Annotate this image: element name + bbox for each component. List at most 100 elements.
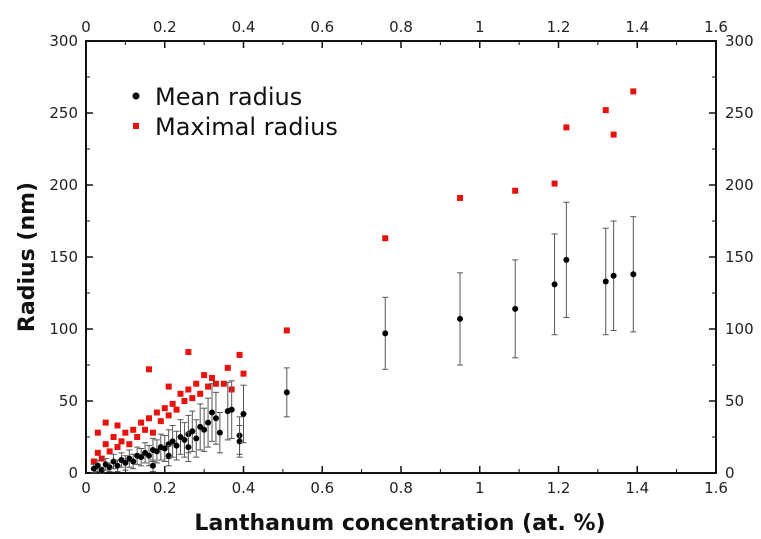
mean-radius-point — [551, 281, 558, 288]
mean-radius-point — [98, 467, 105, 474]
mean-radius-point — [106, 464, 113, 471]
max-radius-point — [149, 429, 156, 436]
y-tick-label-right: 0 — [725, 464, 735, 482]
x-tick-label-bottom: 0 — [81, 479, 91, 497]
max-radius-point — [220, 380, 227, 387]
max-radius-point — [283, 327, 290, 334]
y-tick-label-left: 300 — [49, 32, 78, 50]
mean-radius-point — [240, 410, 247, 417]
max-radius-point — [94, 429, 101, 436]
mean-radius-point — [512, 305, 519, 312]
max-radius-point — [98, 455, 105, 462]
y-tick-label-left: 150 — [49, 248, 78, 266]
max-radius-point — [146, 415, 152, 422]
max-radius-point — [173, 406, 180, 413]
max-radius-point — [189, 395, 196, 402]
mean-radius-point — [181, 436, 188, 443]
mean-radius-point — [382, 330, 389, 337]
max-radius-point — [201, 372, 208, 379]
mean-radius-point — [209, 409, 215, 416]
legend-mean-marker — [132, 92, 140, 100]
max-radius-point — [610, 131, 617, 138]
max-radius-point — [181, 398, 188, 404]
mean-radius-point — [161, 445, 168, 452]
y-tick-label-right: 250 — [725, 104, 754, 122]
legend-mean-label: Mean radius — [155, 83, 302, 111]
max-radius-point — [110, 434, 117, 440]
y-tick-label-left: 50 — [59, 392, 78, 410]
mean-radius-point — [169, 438, 176, 445]
x-tick-label-top: 1.6 — [704, 18, 728, 36]
max-radius-point — [236, 351, 243, 358]
max-radius-point — [457, 194, 464, 201]
max-radius-point — [122, 429, 129, 436]
mean-radius-point — [189, 428, 196, 435]
x-tick-label-top: 1.4 — [625, 18, 649, 36]
max-radius-point — [134, 434, 141, 440]
legend: Mean radius Maximal radius — [132, 83, 338, 141]
max-radius-point — [114, 444, 121, 451]
max-radius-point — [630, 88, 637, 95]
max-radius-point — [212, 380, 219, 387]
mean-radius-point — [146, 452, 152, 459]
max-radius-point — [94, 449, 101, 456]
y-tick-label-right: 150 — [725, 248, 754, 266]
mean-radius-point — [201, 426, 208, 433]
mean-radius-point — [122, 459, 129, 466]
max-radius-point — [146, 366, 152, 373]
max-radius-point — [602, 107, 609, 114]
x-tick-label-top: 0.8 — [389, 18, 413, 36]
max-radius-point — [185, 349, 192, 356]
mean-radius-point — [114, 462, 121, 469]
mean-radius-point — [205, 419, 212, 426]
mean-radius-point — [130, 458, 137, 465]
max-radius-point — [90, 458, 97, 465]
mean-radius-point — [185, 444, 192, 451]
max-radius-point — [153, 409, 160, 416]
x-tick-label-bottom: 0.6 — [310, 479, 334, 497]
x-tick-label-bottom: 1.2 — [547, 479, 571, 497]
max-radius-point — [165, 412, 172, 419]
x-axis-title: Lanthanum concentration (at. %) — [194, 511, 605, 536]
mean-radius-point — [173, 442, 180, 449]
mean-radius-point — [236, 438, 243, 445]
mean-radius-point — [165, 452, 172, 459]
max-radius-point — [169, 400, 176, 407]
mean-radius-point — [212, 415, 219, 422]
mean-radius-point — [228, 406, 235, 413]
max-radius-point — [130, 426, 137, 433]
max-radius-point — [157, 418, 164, 425]
y-tick-label-right: 300 — [725, 32, 754, 50]
max-radius-point — [185, 386, 192, 393]
max-radius-point — [142, 426, 149, 433]
x-tick-label-top: 0 — [81, 18, 91, 36]
mean-radius-point — [149, 462, 156, 469]
max-radius-point — [197, 390, 204, 397]
max-radius-point — [165, 383, 172, 390]
max-radius-point — [240, 370, 247, 377]
max-radius-point — [161, 405, 168, 412]
max-radius-point — [512, 187, 519, 194]
x-tick-label-bottom: 1.4 — [625, 479, 649, 497]
x-tick-label-bottom: 1.6 — [704, 479, 728, 497]
x-tick-label-top: 1.2 — [547, 18, 571, 36]
max-radius-point — [118, 438, 125, 445]
max-radius-point — [205, 383, 212, 390]
max-radius-point — [551, 180, 558, 187]
max-radius-point — [193, 380, 200, 387]
mean-radius-point — [630, 271, 637, 278]
x-tick-label-top: 0.4 — [232, 18, 256, 36]
x-tick-label-bottom: 1 — [475, 479, 485, 497]
plot-area: 000.20.20.40.40.60.60.80.8111.21.21.41.4… — [49, 18, 753, 497]
max-radius-point — [224, 364, 231, 371]
mean-radius-point — [283, 389, 290, 396]
y-axis-title: Radius (nm) — [15, 182, 40, 332]
max-radius-point — [102, 419, 109, 426]
y-tick-label-right: 100 — [725, 320, 754, 338]
y-tick-label-right: 50 — [725, 392, 744, 410]
x-tick-label-bottom: 0.8 — [389, 479, 413, 497]
max-radius-point — [126, 441, 133, 448]
max-radius-point — [563, 124, 570, 131]
x-tick-label-bottom: 0.2 — [153, 479, 177, 497]
